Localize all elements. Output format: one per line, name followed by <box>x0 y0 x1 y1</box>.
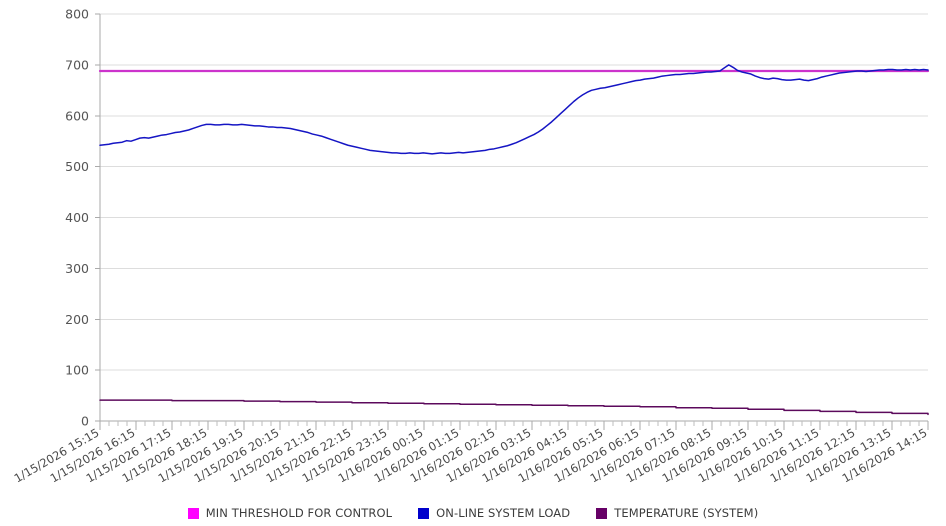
legend-item-label: TEMPERATURE (SYSTEM) <box>614 506 759 520</box>
legend-item-label: ON-LINE SYSTEM LOAD <box>436 506 571 520</box>
y-axis-tick-label: 700 <box>65 57 89 72</box>
legend-item[interactable]: MIN THRESHOLD FOR CONTROL <box>187 506 393 520</box>
x-axis-ticks <box>99 421 929 430</box>
y-axis-tick-label: 400 <box>65 210 89 225</box>
legend-item[interactable]: ON-LINE SYSTEM LOAD <box>418 506 570 520</box>
legend-item[interactable]: TEMPERATURE (SYSTEM) <box>596 506 758 520</box>
series-line <box>99 64 929 155</box>
y-axis-tick-label: 600 <box>65 108 89 123</box>
legend-color-swatch <box>418 507 430 519</box>
gridlines <box>99 13 928 422</box>
legend-item-label: MIN THRESHOLD FOR CONTROL <box>205 506 393 520</box>
data-series <box>98 64 930 416</box>
chart-legend: MIN THRESHOLD FOR CONTROL ON-LINE SYSTEM … <box>0 506 946 520</box>
y-axis-tick-label: 800 <box>65 7 89 22</box>
y-axis-tick-label: 200 <box>65 312 89 327</box>
y-axis-tick-label: 500 <box>65 159 89 174</box>
y-axis-ticks: 0 100 200 300 400 500 600 700 800 <box>65 7 100 429</box>
y-axis-tick-label: 0 <box>81 414 89 429</box>
legend-color-swatch <box>596 507 608 519</box>
legend-color-swatch <box>187 507 199 519</box>
series-line <box>99 399 929 416</box>
x-axis-tick-labels: 1/15/2026 15:151/15/2026 16:151/15/2026 … <box>12 425 930 485</box>
y-axis-tick-label: 100 <box>65 363 89 378</box>
y-axis-tick-label: 300 <box>65 261 89 276</box>
